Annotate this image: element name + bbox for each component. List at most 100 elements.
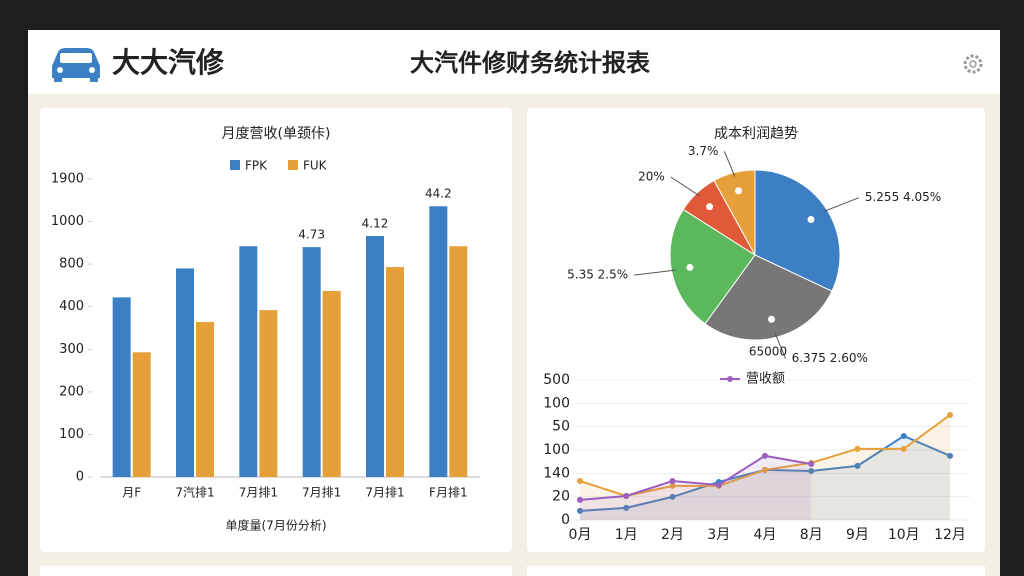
annotation: 44.2 <box>425 187 452 201</box>
slice-label: 3.7% <box>688 144 719 158</box>
bar <box>322 290 341 477</box>
line-point <box>669 482 676 489</box>
pie-note: 65000 <box>749 345 787 359</box>
line-point <box>808 468 815 474</box>
slice-dot <box>807 215 815 223</box>
line-point <box>808 461 815 467</box>
chart-title: 成本利润趋势 <box>714 126 798 142</box>
line-point <box>577 507 583 514</box>
line-area <box>580 415 950 520</box>
y-tick-label: 800 <box>59 257 84 272</box>
line-point <box>577 496 583 503</box>
bar <box>239 246 258 477</box>
legend-swatch <box>230 160 240 170</box>
bar <box>132 352 151 477</box>
legend-label: FPK <box>245 159 268 173</box>
leader-line <box>774 333 787 359</box>
line-point <box>623 504 630 511</box>
line-point <box>623 492 630 499</box>
slice-dot <box>706 203 714 211</box>
x-tick-label: 10月 <box>888 527 920 543</box>
slice-label: 20% <box>638 170 665 184</box>
pie-slice <box>713 169 756 256</box>
line-point <box>669 478 676 485</box>
y-tick-label: 300 <box>59 342 84 357</box>
x-tick-label: 7月排1 <box>365 486 404 500</box>
x-tick-label: 9月 <box>846 527 869 543</box>
legend-label: FUK <box>303 159 328 173</box>
pie-slice <box>754 169 841 292</box>
y-tick-label: 200 <box>59 384 84 399</box>
slice-label: 5.255 4.05% <box>865 190 941 204</box>
line-area <box>580 455 812 520</box>
legend-marker <box>727 376 733 382</box>
y-tick-label: 140 <box>543 465 570 481</box>
annotation: 4.12 <box>362 217 389 231</box>
y-tick-label: 20 <box>552 489 570 505</box>
x-tick-label: 月F <box>122 486 141 500</box>
bar <box>302 247 321 477</box>
line-point <box>762 452 768 459</box>
header-bar <box>28 30 1000 94</box>
page-title: 大汽件修财务统计报表 <box>410 49 651 77</box>
line-point <box>947 412 953 418</box>
line-point <box>669 493 676 500</box>
leader-line <box>823 197 860 213</box>
leader-line <box>634 269 676 276</box>
bar <box>449 246 468 477</box>
bar <box>386 267 404 477</box>
legend-label: 营收额 <box>746 372 785 387</box>
x-axis-title: 单度量(7月份分析) <box>226 518 327 533</box>
bar <box>429 206 448 477</box>
x-tick-label: 4月 <box>754 527 777 543</box>
y-tick-label: 0 <box>561 512 570 528</box>
bar <box>112 297 131 477</box>
y-tick-label: 100 <box>59 427 84 442</box>
line-point <box>854 462 861 469</box>
line-series <box>579 454 812 501</box>
annotation: 4.73 <box>298 228 325 242</box>
y-tick-label: 100 <box>543 395 570 411</box>
slice-dot <box>767 315 775 323</box>
x-tick-label: 1月 <box>615 527 638 543</box>
settings-icon[interactable] <box>963 54 983 74</box>
x-tick-label: 12月 <box>934 527 966 543</box>
line-point <box>762 466 768 473</box>
panel <box>40 566 512 576</box>
x-tick-label: 0月 <box>569 527 592 543</box>
line-point <box>715 482 722 488</box>
panel <box>527 566 985 576</box>
slice-label: 6.375 2.60% <box>792 351 868 365</box>
y-tick-label: 400 <box>59 299 84 314</box>
line-point <box>900 445 907 452</box>
y-tick-label: 50 <box>552 419 570 435</box>
line-point <box>854 445 861 452</box>
x-tick-label: 8月 <box>800 527 823 543</box>
car-icon <box>52 48 100 82</box>
bar <box>366 236 384 477</box>
leader-line <box>723 151 736 177</box>
x-tick-label: 7月排1 <box>239 486 278 500</box>
line-point <box>900 433 907 439</box>
bar <box>259 310 278 477</box>
x-tick-label: F月排1 <box>429 486 468 500</box>
brand: 大大汽修 <box>112 46 225 79</box>
slice-dot <box>735 187 743 195</box>
chart-title: 月度营收(单颈佧) <box>222 126 331 142</box>
slice-dot <box>686 263 694 271</box>
y-tick-label: 500 <box>543 372 570 388</box>
x-tick-label: 7汽排1 <box>175 485 214 500</box>
y-tick-label: 100 <box>543 442 570 458</box>
line-point <box>577 478 583 485</box>
y-tick-label: 0 <box>76 470 84 485</box>
x-tick-label: 7月排1 <box>302 486 341 500</box>
legend-swatch <box>288 160 298 170</box>
y-tick-label: 1900 <box>51 172 84 187</box>
pie-slice <box>704 254 833 341</box>
slice-label: 5.35 2.5% <box>567 268 628 282</box>
y-tick-label: 1000 <box>51 214 84 229</box>
x-tick-label: 2月 <box>661 527 684 543</box>
leader-line <box>670 176 700 197</box>
